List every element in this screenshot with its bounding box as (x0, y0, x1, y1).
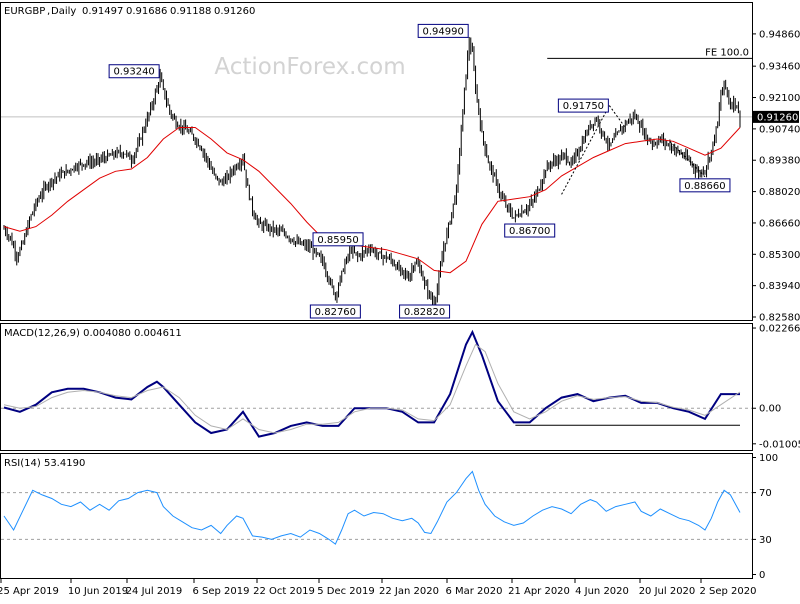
rsi-y-tick-label: 0 (759, 570, 765, 581)
price-symbol: EURGBP (4, 6, 45, 17)
rsi-y-tick-label: 70 (759, 488, 772, 499)
price-level-label-box (417, 23, 469, 38)
price-y-tick-label: 0.94860 (759, 29, 800, 40)
x-tick-label: 2 Sep 2020 (699, 586, 756, 597)
price-level-label-box (557, 98, 609, 113)
projection-dotted-line (561, 105, 610, 195)
price-level-label-box (399, 304, 451, 319)
rsi-y-tick-label: 100 (759, 453, 778, 464)
axis-group: 0.94860 0.93460 0.92100 0.90740 0.89380 0.880… (0, 29, 800, 597)
macd-y-tick-label: -0.010052 (759, 439, 800, 450)
rsi-title: RSI(14) 53.4190 (4, 458, 85, 469)
current-price-box (753, 110, 799, 123)
rsi-line (3, 470, 741, 545)
price-level-label-text: 0.88660 (684, 181, 725, 192)
price-level-label: 0.86700 (504, 223, 556, 238)
price-open: 0.91497 (82, 6, 123, 17)
x-tick-label: 24 Jul 2019 (126, 586, 183, 597)
price-level-label-box (312, 232, 364, 247)
fe-level-label: FE 100.0 (705, 47, 749, 58)
price-y-tick-label: 0.86660 (759, 218, 800, 229)
macd-signal-line (3, 343, 741, 434)
price-extra: FE 100.0 (547, 47, 752, 195)
price-y-tick-label: 0.90740 (759, 124, 800, 135)
x-tick-label: 4 Jun 2020 (575, 586, 629, 597)
x-tick-label: 6 Mar 2020 (445, 586, 502, 597)
price-level-label-text: 0.86700 (509, 226, 550, 237)
price-level-label: 0.85950 (312, 232, 364, 247)
x-tick-label: 5 Dec 2019 (317, 586, 375, 597)
price-level-label-box (504, 223, 556, 238)
price-low: 0.91188 (170, 6, 211, 17)
price-y-tick-label: 0.83940 (759, 281, 800, 292)
price-y-tick-label: 0.88020 (759, 187, 800, 198)
price-level-label: 0.91750 (557, 98, 609, 113)
x-tick-label: 21 Apr 2020 (508, 586, 570, 597)
watermark: ActionForex.com (214, 54, 405, 80)
price-high: 0.91686 (126, 6, 167, 17)
projection-dotted-line (608, 105, 626, 128)
x-tick-label: 6 Sep 2019 (192, 586, 249, 597)
macd-group (1, 329, 752, 438)
moving-average-line (3, 127, 741, 274)
x-tick-label: 20 Jul 2020 (639, 586, 696, 597)
projection-dotted-line (669, 140, 706, 178)
price-level-label-box (108, 64, 160, 79)
price-level-label-text: 0.91750 (563, 101, 604, 112)
price-y-tick-label: 0.89380 (759, 156, 800, 167)
price-level-label: 0.88660 (679, 178, 731, 193)
price-level-label-text: 0.82760 (315, 307, 356, 318)
price-y-tick-label: 0.93460 (759, 62, 800, 73)
macd-y-tick-label: 0.00 (759, 404, 781, 415)
macd-title: MACD(12,26,9) 0.004080 0.004611 (4, 328, 182, 339)
price-panel-frame (0, 2, 753, 321)
price-bars (3, 36, 741, 311)
price-level-label-text: 0.94990 (422, 26, 463, 37)
price-header-sep: , (47, 6, 50, 17)
price-level-label-text: 0.82820 (404, 307, 445, 318)
price-level-label: 0.82760 (309, 304, 361, 319)
price-level-label-box (679, 178, 731, 193)
x-tick-label: 10 Jun 2019 (68, 586, 128, 597)
price-ma (3, 127, 741, 274)
x-tick-label: 22 Jan 2020 (379, 586, 439, 597)
current-price-label: 0.91260 (757, 112, 798, 123)
price-y-tick-label: 0.92100 (759, 93, 800, 104)
price-level-label-box (309, 304, 361, 319)
macd-panel-frame (0, 323, 753, 451)
x-tick-label: 25 Apr 2019 (0, 586, 59, 597)
price-timeframe: Daily (51, 6, 76, 17)
x-tick-label: 22 Oct 2019 (253, 586, 315, 597)
price-y-tick-label: 0.82580 (759, 313, 800, 324)
price-level-label: 0.93240 (108, 64, 160, 79)
rsi-y-tick-label: 30 (759, 535, 772, 546)
price-y-tick-label: 0.85300 (759, 250, 800, 261)
price-close: 0.91260 (214, 6, 255, 17)
rsi-group (1, 470, 752, 545)
macd-y-tick-label: 0.022662 (759, 324, 800, 335)
price-level-label: 0.94990 (417, 23, 469, 38)
rsi-panel-frame (0, 453, 753, 579)
price-labels: 0.93240 0.94990 0.85950 0.82760 0.82820 0.867… (108, 23, 731, 319)
price-level-label: 0.82820 (399, 304, 451, 319)
price-level-label-text: 0.93240 (113, 67, 154, 78)
price-level-label-text: 0.85950 (317, 235, 358, 246)
